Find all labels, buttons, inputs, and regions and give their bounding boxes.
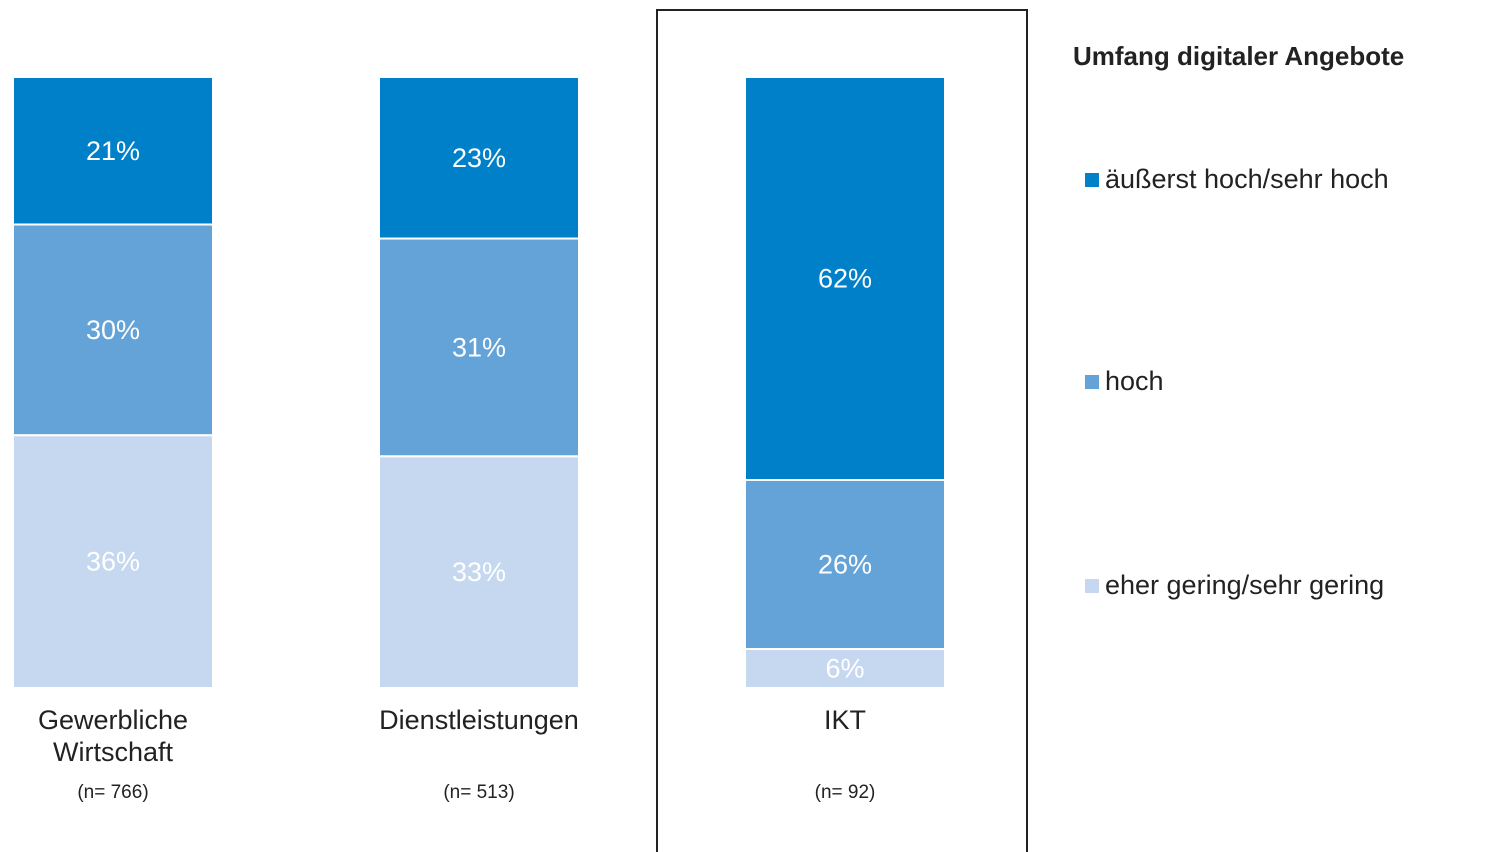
data-label: 31%	[452, 333, 506, 363]
x-tick-label: Dienstleistungen	[379, 705, 579, 735]
sample-size: (n= 92)	[814, 782, 876, 803]
data-label: 6%	[825, 654, 864, 684]
bar-segment	[744, 648, 946, 689]
highlight-box	[656, 9, 1028, 852]
legend-swatch	[1085, 173, 1099, 187]
x-tick-label: IKT	[823, 705, 866, 735]
bar-segment	[12, 76, 214, 226]
legend-label: eher gering/sehr gering	[1105, 570, 1384, 600]
legend-label: äußerst hoch/sehr hoch	[1105, 164, 1389, 194]
bar-segment	[378, 237, 580, 458]
sample-size: (n= 513)	[443, 782, 515, 803]
data-label: 30%	[86, 315, 140, 345]
data-label: 62%	[818, 264, 872, 294]
legend-title: Umfang digitaler Angebote	[1073, 41, 1404, 71]
sample-size: (n= 766)	[77, 782, 149, 803]
data-label: 33%	[452, 557, 506, 587]
x-tick-label: Gewerbliche Wirtschaft	[37, 705, 189, 767]
bar-segment	[744, 479, 946, 650]
data-label: 26%	[818, 550, 872, 580]
legend-label: hoch	[1105, 366, 1164, 396]
bar-segment	[12, 434, 214, 690]
bar-segment	[378, 76, 580, 240]
legend-swatch	[1085, 375, 1099, 389]
bar-segment	[12, 223, 214, 437]
bar-segment	[744, 76, 946, 481]
legend-swatch	[1085, 579, 1099, 593]
data-label: 21%	[86, 136, 140, 166]
data-label: 23%	[452, 143, 506, 173]
data-label: 36%	[86, 547, 140, 577]
